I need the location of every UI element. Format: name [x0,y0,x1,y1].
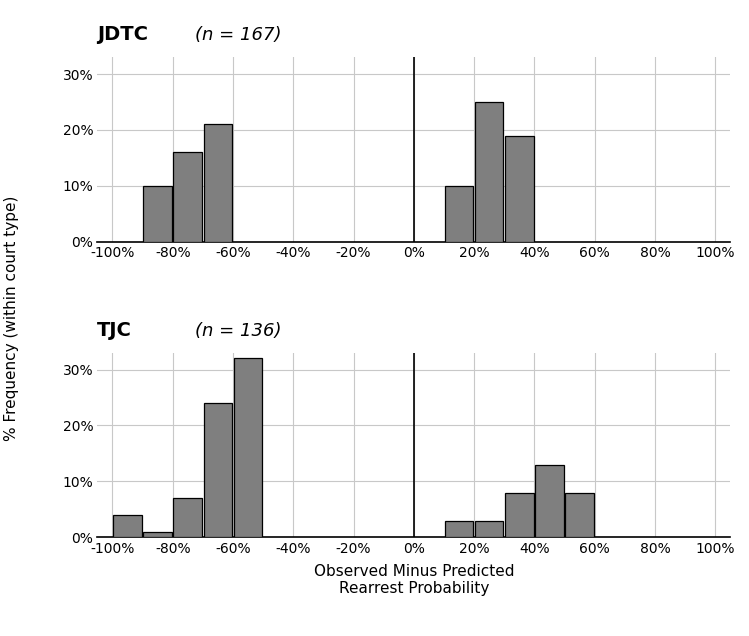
Bar [535,465,564,537]
X-axis label: Observed Minus Predicted
Rearrest Probability: Observed Minus Predicted Rearrest Probab… [314,564,514,597]
Bar [204,125,232,242]
Bar [113,515,142,537]
Bar [445,186,473,242]
Bar [174,153,202,242]
Text: % Frequency (within court type): % Frequency (within court type) [4,195,19,441]
Bar [143,186,172,242]
Bar [565,493,594,537]
Bar [475,102,503,242]
Text: (n = 167): (n = 167) [195,26,282,45]
Bar [505,135,533,242]
Text: (n = 136): (n = 136) [195,322,282,340]
Bar [204,403,232,537]
Bar [234,358,262,537]
Text: JDTC: JDTC [97,25,148,45]
Bar [505,493,533,537]
Bar [445,521,473,537]
Bar [475,521,503,537]
Text: TJC: TJC [97,321,133,340]
Bar [174,498,202,537]
Bar [143,532,172,537]
